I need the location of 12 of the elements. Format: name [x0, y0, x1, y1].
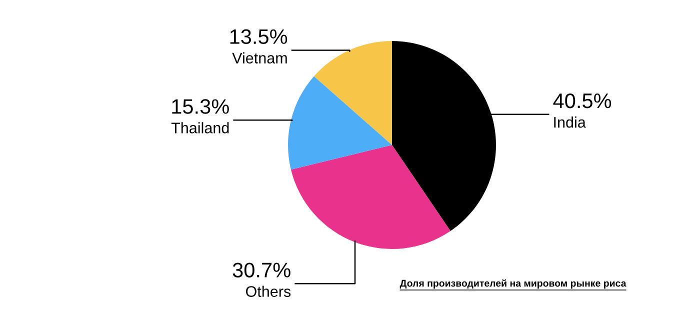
text: Доля производителей на мировом рынке риса	[400, 279, 626, 289]
pie-slice	[288, 76, 392, 170]
data-label: 40.5%	[553, 93, 612, 108]
pie-slice	[290, 145, 450, 249]
pie-slice	[314, 41, 392, 145]
slice-label: Vietnam	[232, 52, 287, 64]
data-label: 30.7%	[232, 262, 290, 278]
data-label: 15.3%	[172, 99, 229, 114]
slice-label: India	[554, 116, 586, 128]
slice-label: Others	[246, 286, 291, 297]
slice-label: Thailand	[171, 122, 229, 134]
data-label: 13.5%	[230, 29, 288, 44]
